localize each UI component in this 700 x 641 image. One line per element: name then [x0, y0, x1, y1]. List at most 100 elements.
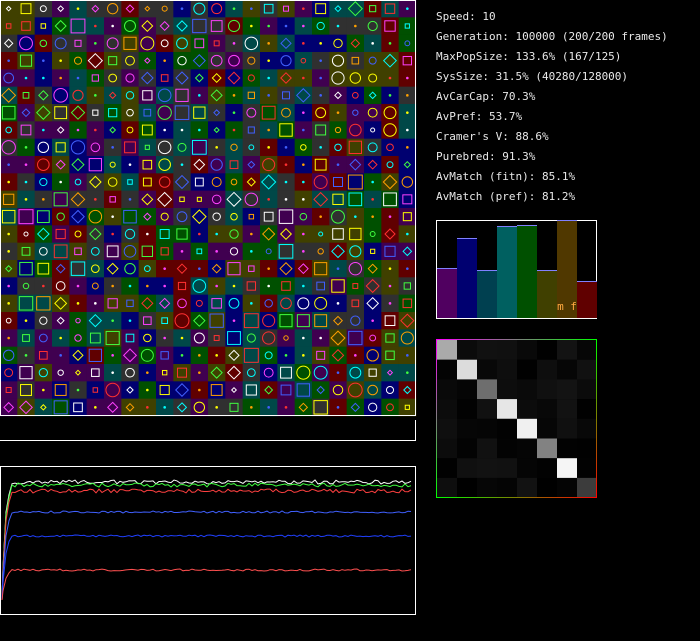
ring: [125, 55, 135, 66]
cell: [121, 294, 139, 313]
cell: [104, 173, 122, 191]
cell: [381, 173, 399, 191]
matrix-cell: [577, 458, 597, 478]
ring: [317, 248, 324, 255]
cell: [294, 260, 313, 278]
matrix-cell: [497, 340, 517, 360]
cell: [190, 104, 209, 122]
cell: [242, 208, 261, 226]
diamond: [331, 349, 345, 362]
matrix-cell: [517, 438, 537, 459]
cell: [190, 294, 209, 313]
dot: [76, 128, 80, 132]
diamond: [316, 385, 325, 395]
ring: [368, 402, 378, 412]
square: [108, 108, 118, 118]
square: [368, 368, 377, 377]
cell: [173, 294, 191, 313]
square: [160, 247, 169, 256]
square: [160, 74, 169, 82]
stat-line: AvCarCap: 70.3%: [436, 90, 536, 103]
cell: [208, 173, 226, 191]
diamond: [159, 297, 171, 309]
match-matrix: [437, 340, 597, 498]
diamond: [57, 5, 65, 13]
cell: [156, 208, 174, 226]
cell: [121, 225, 139, 243]
diamond: [210, 89, 223, 102]
ring: [368, 73, 378, 83]
dot: [59, 336, 62, 340]
diamond: [175, 383, 189, 397]
ring: [367, 142, 378, 153]
cell: [398, 190, 417, 209]
cell: [173, 260, 191, 278]
dot: [336, 111, 340, 114]
cell: [17, 104, 35, 122]
square: [141, 124, 153, 136]
dot: [24, 163, 28, 166]
dot: [59, 354, 62, 357]
diamond: [3, 38, 14, 49]
dot: [406, 354, 409, 357]
cell: [69, 225, 87, 243]
square: [143, 108, 152, 117]
dot: [267, 76, 270, 80]
diamond: [213, 109, 221, 117]
dot: [76, 7, 80, 10]
square: [161, 369, 168, 376]
dot: [406, 76, 409, 80]
ring: [126, 108, 134, 117]
ring: [280, 297, 292, 310]
cell: [242, 156, 261, 174]
dot: [42, 388, 45, 392]
bar: [497, 226, 517, 318]
cell: [277, 381, 295, 399]
cell: [138, 173, 157, 191]
diamond: [55, 159, 66, 170]
cell: [190, 208, 209, 226]
cell: [0, 364, 18, 382]
dot: [354, 24, 357, 28]
diamond: [280, 72, 292, 84]
cell: [0, 0, 18, 18]
ring: [368, 56, 377, 65]
ring: [347, 382, 363, 398]
square: [160, 351, 169, 360]
stat-line: AvMatch (fitn): 85.1%: [436, 170, 575, 183]
square: [332, 228, 344, 240]
matrix-cell: [437, 438, 457, 459]
cell: [329, 329, 347, 347]
square: [196, 248, 203, 255]
cell: [104, 294, 122, 313]
cell: [277, 121, 295, 139]
square: [384, 315, 396, 327]
ring: [157, 140, 172, 155]
cell: [312, 190, 330, 209]
diamond: [402, 246, 413, 257]
square: [143, 316, 152, 325]
cell: [121, 260, 139, 278]
cell: [0, 121, 18, 139]
diamond: [144, 57, 151, 64]
cell: [329, 173, 347, 191]
cell: [190, 190, 209, 209]
diamond: [176, 20, 188, 32]
dot: [163, 128, 166, 132]
cell: [69, 173, 87, 191]
matrix-cell: [577, 379, 597, 400]
grid-border: [0, 0, 416, 416]
dot: [371, 215, 374, 218]
cell: [104, 190, 122, 209]
diamond: [313, 191, 329, 207]
cell: [346, 173, 365, 191]
cell: [69, 52, 87, 70]
square: [351, 299, 360, 308]
dot: [146, 284, 149, 288]
cell: [0, 104, 18, 122]
cell: [398, 294, 417, 313]
ring: [350, 315, 361, 326]
matrix-cell: [457, 379, 477, 400]
cell: [312, 346, 330, 365]
cell: [242, 277, 261, 295]
